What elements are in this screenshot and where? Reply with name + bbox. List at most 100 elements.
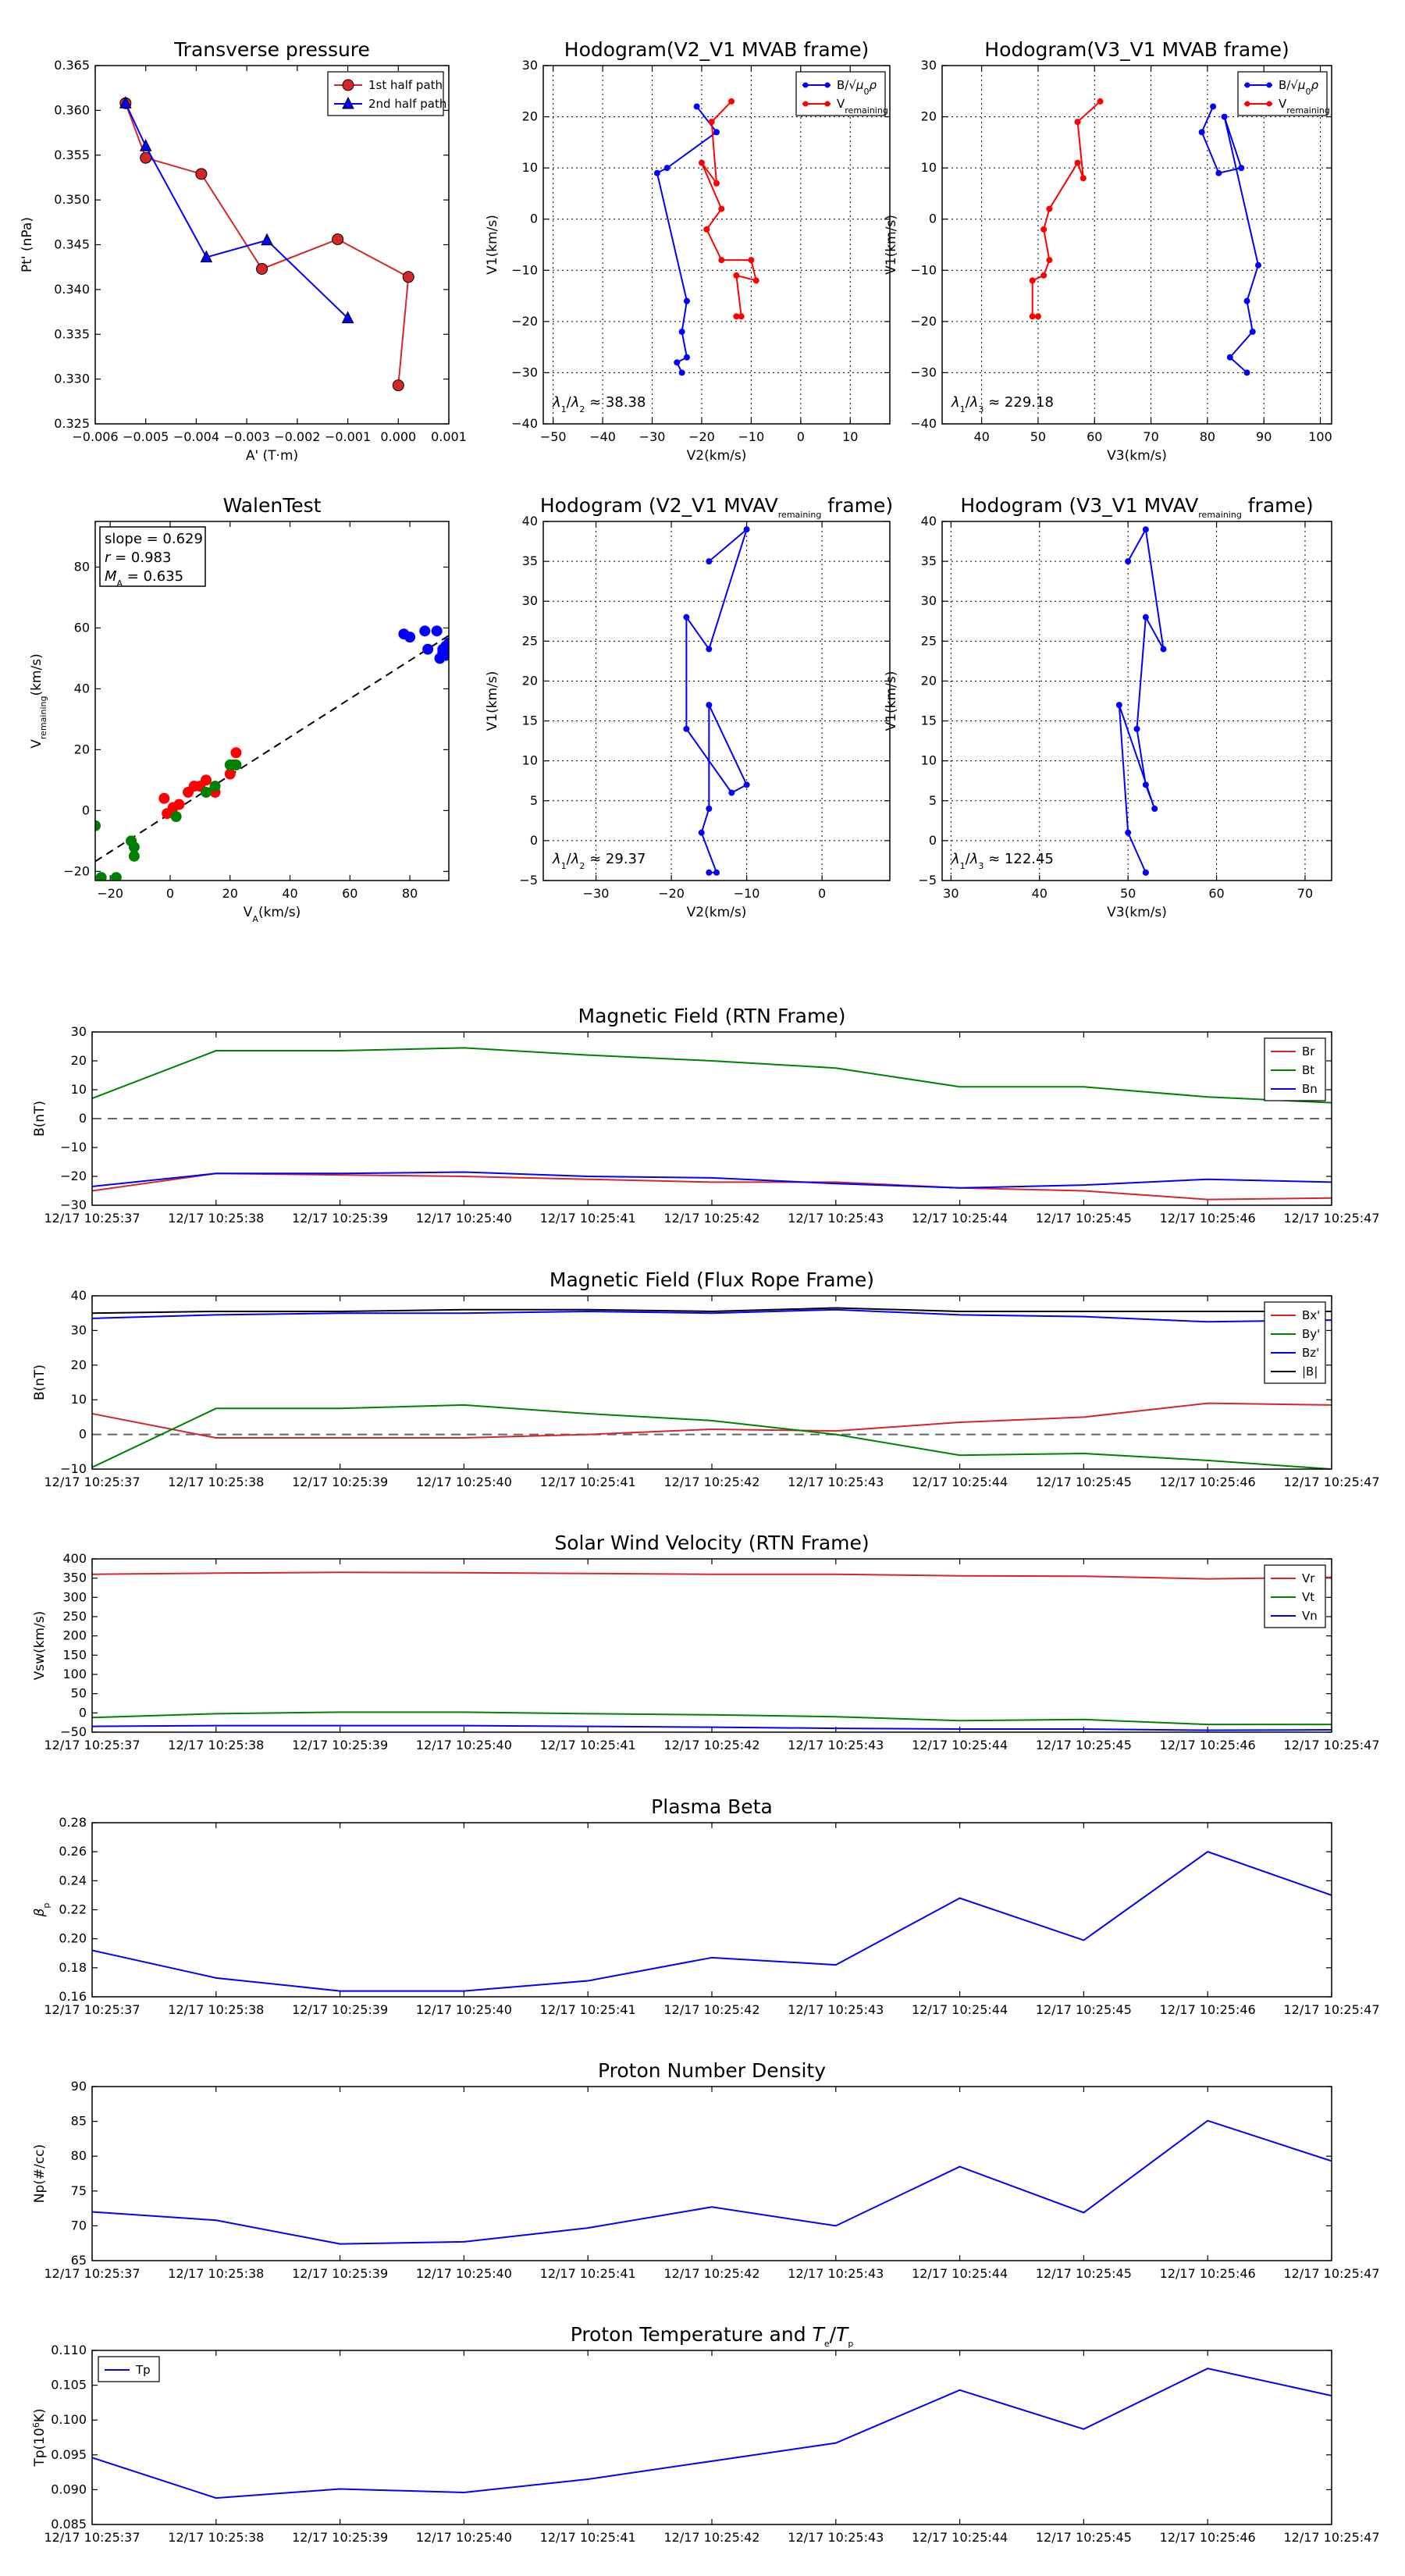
mag_fr-series-By-line: [92, 1404, 1332, 1469]
np-ylabel: Np(#/cc): [32, 2144, 48, 2203]
h3-point: [706, 702, 713, 709]
walen-r-part: = 0.983: [110, 550, 171, 566]
h3-ytick-label: 20: [522, 673, 538, 688]
h2-xtick-label: 60: [1087, 429, 1102, 444]
h3-point: [698, 829, 705, 836]
h2-point: [1046, 205, 1053, 212]
h2-legend-label-part: remaining: [1286, 105, 1330, 116]
tp-point: [200, 250, 213, 263]
h2-annotation: λ1/λ3 ≈ 229.18: [951, 394, 1054, 415]
mag_rtn-xtick-label: 12/17 10:25:41: [540, 1211, 636, 1226]
h4-point: [1115, 702, 1122, 709]
h3-xtick-label: −30: [583, 886, 610, 901]
h1-legend-label-part: B/√: [837, 78, 856, 92]
h2-ytick-label: 10: [921, 160, 937, 175]
mag_rtn-series-Bt-line: [92, 1047, 1332, 1104]
tp_temp-xtick-label: 12/17 10:25:37: [44, 2530, 140, 2545]
walen-xlabel: VA(km/s): [244, 905, 301, 924]
walen-point: [230, 759, 242, 770]
vsw-ytick-label: 350: [62, 1571, 87, 1585]
np-ytick-label: 75: [71, 2183, 87, 2198]
h1-legend-label: B/√μ0ρ: [837, 78, 877, 97]
walen-xtick-label: 20: [222, 886, 238, 901]
h1-annotation-part: λ: [571, 394, 580, 411]
h2-point: [1254, 262, 1261, 269]
mag_rtn-xtick-label: 12/17 10:25:44: [912, 1211, 1008, 1226]
tp_temp-xtick-label: 12/17 10:25:43: [788, 2530, 884, 2545]
h1-point: [678, 369, 685, 376]
h2-series-1: [1029, 98, 1104, 320]
h1-point: [708, 119, 715, 126]
walen-ylabel-part: (km/s): [29, 653, 44, 696]
mag_fr-legend-label: |B|: [1302, 1364, 1318, 1379]
beta-series-group: [92, 1851, 1332, 1992]
walen-axes-frame: [94, 521, 450, 881]
h1-ytick-label: 30: [522, 58, 538, 73]
beta-xtick-label: 12/17 10:25:47: [1283, 2002, 1379, 2017]
h2-series-line: [1031, 101, 1101, 318]
mag_fr-legend-label: By': [1302, 1327, 1320, 1341]
mag_rtn-xtick-label: 12/17 10:25:45: [1036, 1211, 1132, 1226]
h2-xtick-label: 50: [1030, 429, 1046, 444]
h4-point: [1151, 806, 1158, 812]
h1-xtick-label: −40: [589, 429, 616, 444]
h2-legend-label-part: B/√: [1279, 78, 1298, 92]
mag_rtn-series-Bn-line: [92, 1171, 1332, 1189]
h4-point: [1142, 869, 1149, 876]
tp-point: [256, 262, 269, 275]
h3-point: [706, 869, 713, 876]
mag_rtn-xtick-label: 12/17 10:25:38: [168, 1211, 264, 1226]
h1-legend-label-part: ρ: [869, 78, 877, 92]
tp-series-1: [119, 96, 354, 324]
mag_fr-legend-label: Bz': [1302, 1346, 1319, 1360]
chart-h3: Hodogram (V2_V1 MVAVremaining frame) −30 −…: [485, 494, 893, 920]
h1-legend-label-part: V: [837, 97, 845, 111]
walen-ma: MA = 0.635: [105, 568, 183, 589]
tp-ytick-label: 0.335: [54, 326, 90, 341]
h3-annotation: λ1/λ2 ≈ 29.37: [552, 851, 646, 871]
mag_rtn-series-group: [92, 1047, 1332, 1201]
walen-point: [128, 850, 140, 862]
h4-annotation-part: λ: [969, 851, 979, 867]
h2-annotation-part: λ: [951, 394, 960, 411]
h3-ytick-label: 30: [522, 593, 538, 608]
tp-point: [140, 151, 152, 164]
tp-xtick-label: −0.002: [274, 429, 320, 444]
walen-ytick-label: 60: [74, 620, 90, 635]
h4-ytick-label: 40: [921, 514, 937, 528]
h1-point: [752, 277, 759, 284]
h1-annotation: λ1/λ2 ≈ 38.38: [552, 394, 646, 415]
h2-legend-marker: [1266, 82, 1272, 88]
h1-point: [713, 129, 720, 136]
h1-xtick-label: −10: [738, 429, 765, 444]
mag_fr-series-B-line: [92, 1307, 1332, 1315]
vsw-ytick-label: 300: [62, 1589, 87, 1604]
mag_rtn-legend-label: Bn: [1302, 1082, 1318, 1096]
np-xtick-label: 12/17 10:25:41: [540, 2266, 636, 2281]
mag_fr-axes-frame: [91, 1295, 1332, 1470]
walen-ytick-label: 40: [74, 681, 90, 696]
h4-series-line: [1118, 527, 1165, 873]
tp_temp-xtick-label: 12/17 10:25:45: [1036, 2530, 1132, 2545]
h2-point: [1221, 113, 1228, 120]
h1-point: [718, 257, 725, 264]
h2-point: [1029, 277, 1036, 284]
tp-ytick-label: 0.330: [54, 372, 90, 386]
walen-point: [437, 643, 449, 655]
h1-xtick-label: 10: [842, 429, 858, 444]
mag_rtn-ytick-label: −10: [60, 1140, 87, 1155]
h3-ytick-label: −5: [519, 873, 538, 888]
mag_rtn-legend: Br Bt Bn: [1264, 1037, 1326, 1101]
h2-ytick-label: 20: [921, 109, 937, 124]
mag_fr-ytick-label: −10: [60, 1461, 87, 1476]
tp_temp-ylabel-part: K): [32, 2408, 48, 2422]
h1-xtick-label: −30: [639, 429, 666, 444]
h2-point: [1080, 175, 1087, 182]
beta-xtick-label: 12/17 10:25:43: [788, 2002, 884, 2017]
np-xtick-label: 12/17 10:25:47: [1283, 2266, 1379, 2281]
h2-point: [1238, 165, 1245, 172]
h1-point: [678, 328, 685, 335]
mag_rtn-xtick-label: 12/17 10:25:37: [44, 1211, 140, 1226]
